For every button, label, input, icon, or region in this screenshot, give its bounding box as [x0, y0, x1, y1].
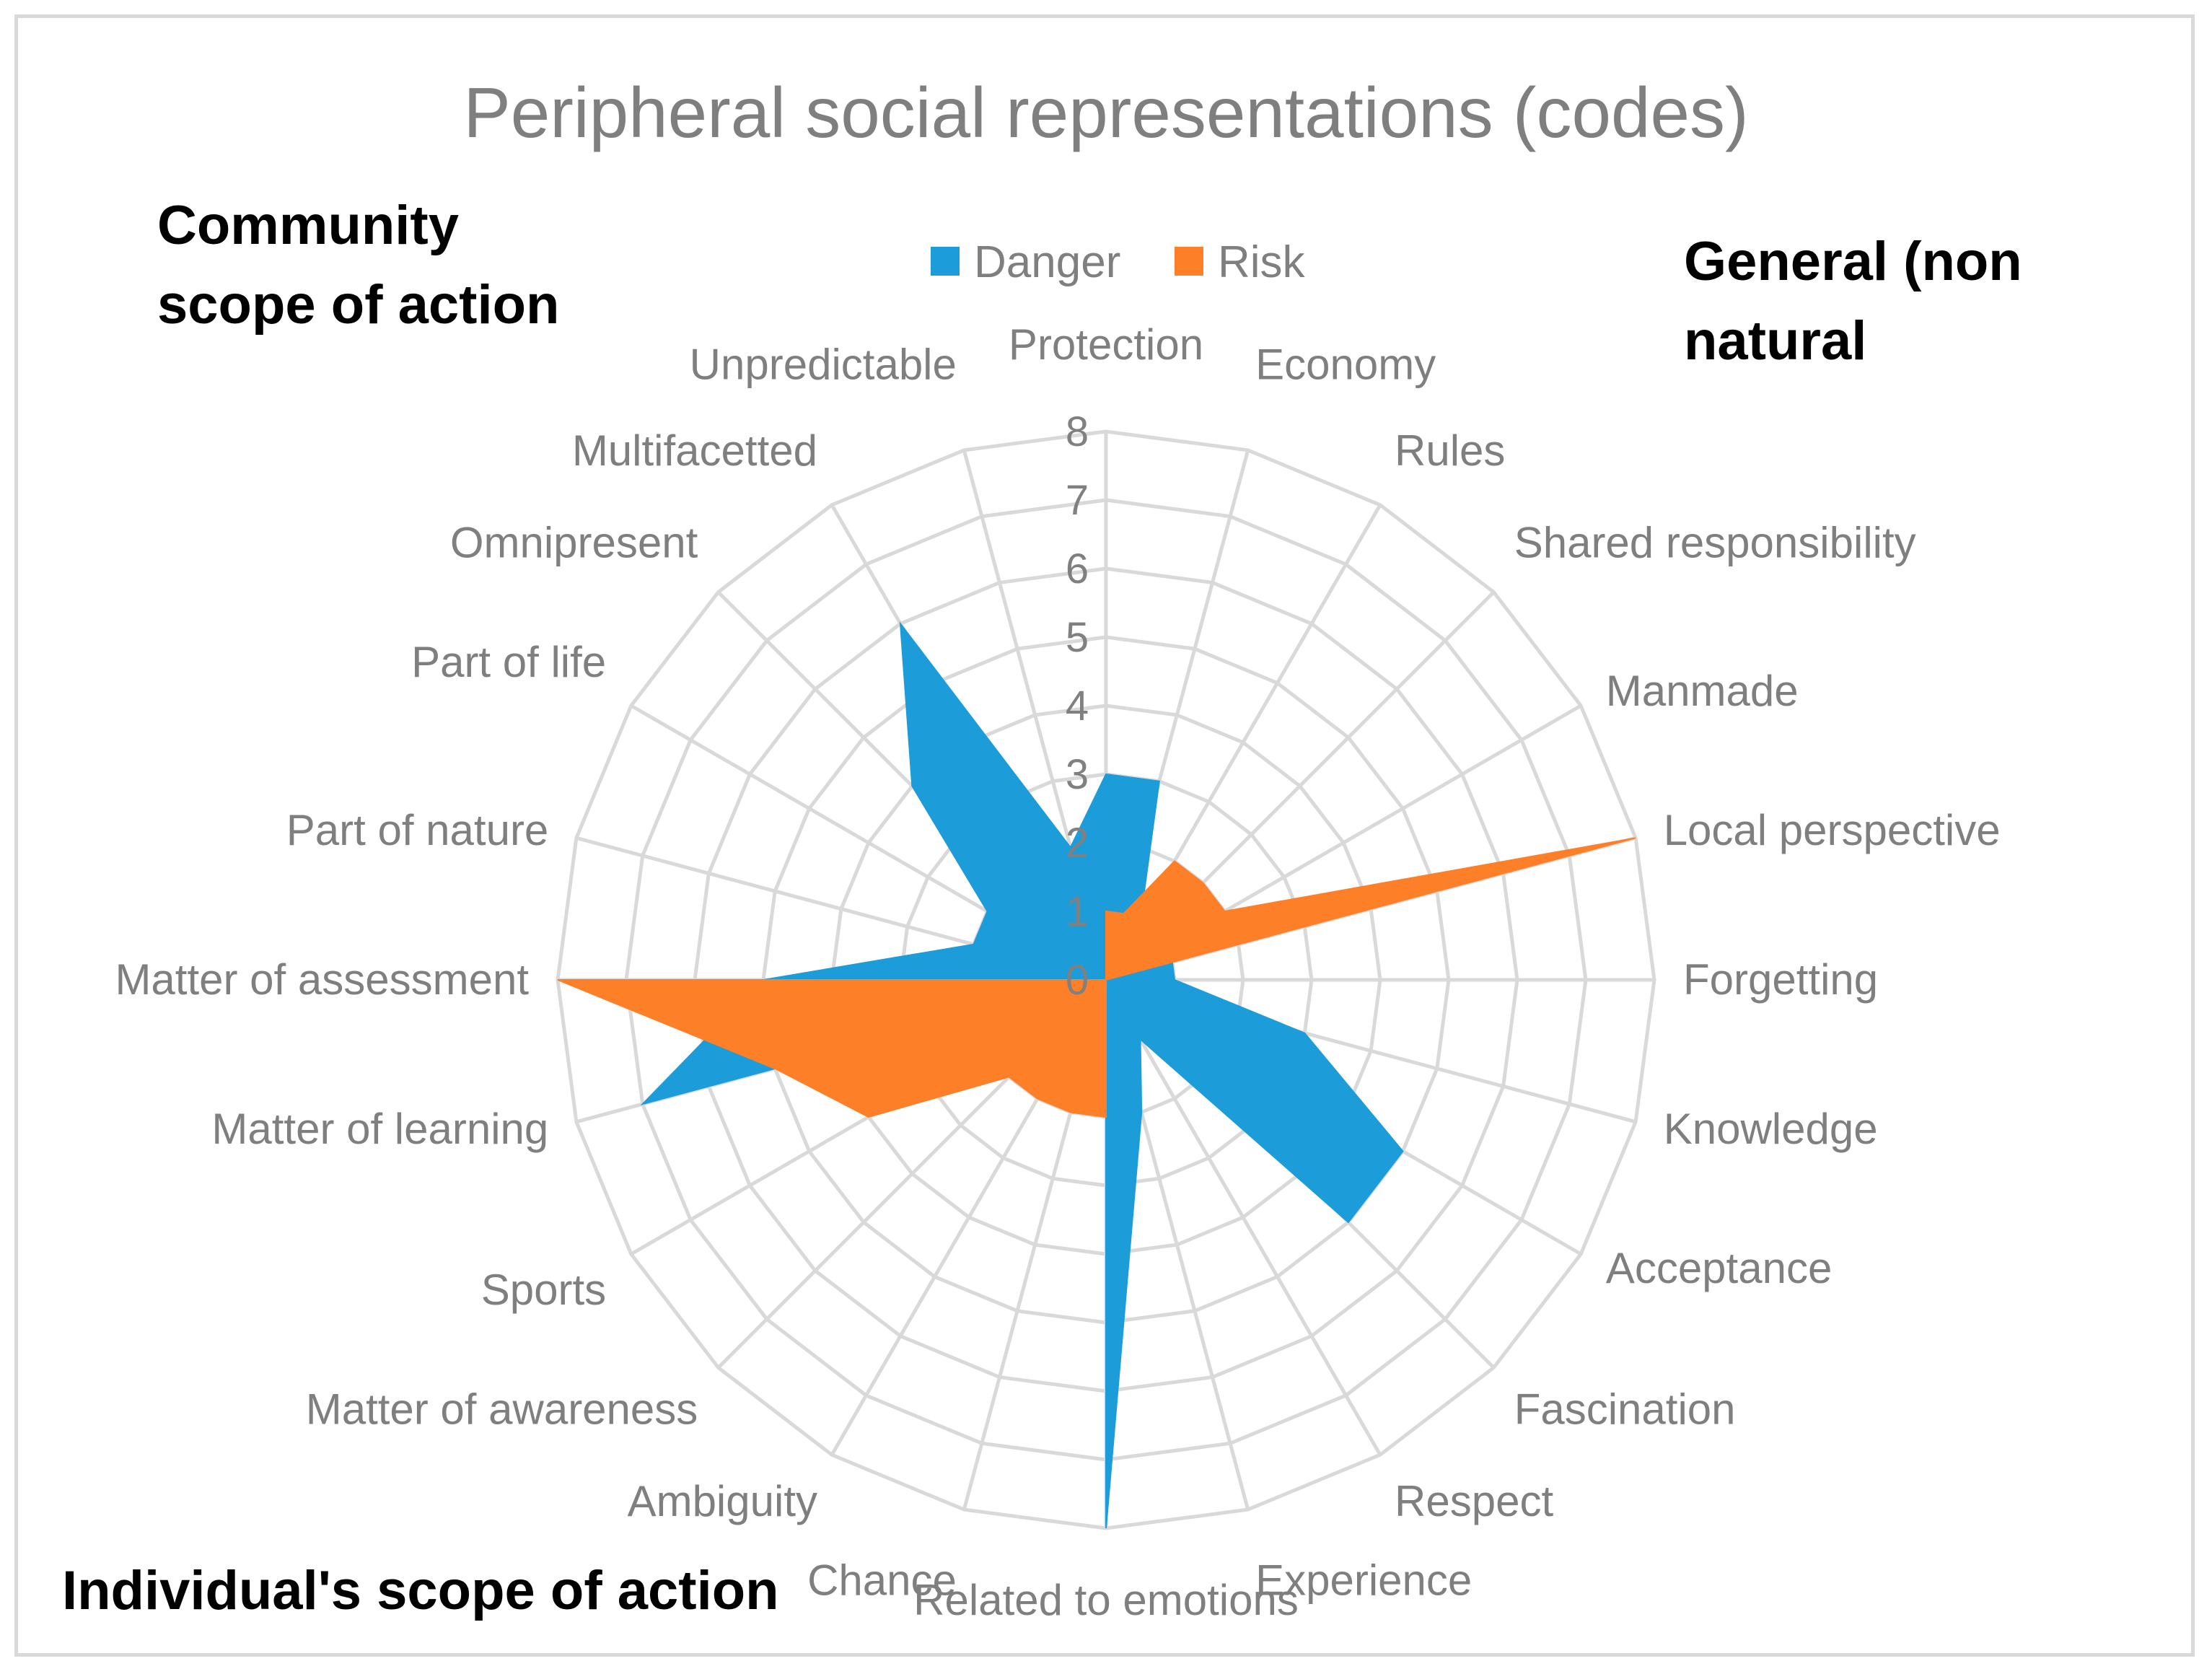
annotation-individual: Individual's scope of action [62, 1560, 779, 1621]
annotation-community-line1: Community [157, 195, 459, 256]
category-label-local-perspective: Local perspective [1664, 806, 2001, 854]
category-label-economy: Economy [1255, 340, 1436, 388]
category-label-protection: Protection [1009, 320, 1203, 369]
tick-label-1: 1 [1066, 888, 1089, 935]
category-label-matter-of-learning: Matter of learning [211, 1105, 548, 1153]
category-label-forgetting: Forgetting [1683, 955, 1878, 1004]
category-label-manmade: Manmade [1606, 667, 1799, 715]
chart-title: Peripheral social representations (codes… [463, 73, 1748, 152]
annotation-general-line1: General (non [1684, 231, 2022, 292]
category-label-unpredictable: Unpredictable [690, 340, 957, 388]
tick-label-8: 8 [1066, 408, 1089, 455]
category-label-acceptance: Acceptance [1606, 1244, 1833, 1292]
category-label-part-of-life: Part of life [411, 638, 606, 686]
category-label-experience: Experience [1255, 1556, 1472, 1605]
category-label-respect: Respect [1395, 1477, 1553, 1525]
category-label-chance: Chance [807, 1556, 957, 1605]
legend-swatch-danger [931, 247, 960, 276]
tick-label-4: 4 [1066, 683, 1089, 729]
radar-series [557, 621, 1636, 1529]
category-label-sports: Sports [481, 1266, 606, 1314]
category-label-shared-responsibility: Shared responsibility [1514, 518, 1916, 566]
category-label-omnipresent: Omnipresent [450, 518, 698, 566]
category-label-rules: Rules [1395, 426, 1505, 475]
radial-ticks: 0 1 2 3 4 5 6 7 8 [1066, 408, 1089, 1004]
legend: Danger Risk [931, 237, 1306, 287]
category-label-matter-of-awareness: Matter of awareness [306, 1385, 698, 1434]
category-label-knowledge: Knowledge [1664, 1105, 1878, 1153]
tick-label-5: 5 [1066, 614, 1089, 661]
legend-label-danger: Danger [974, 237, 1120, 287]
category-label-part-of-nature: Part of nature [286, 806, 549, 854]
legend-swatch-risk [1175, 247, 1203, 276]
category-label-matter-of-assessment: Matter of assessment [115, 955, 529, 1004]
category-label-ambiguity: Ambiguity [628, 1477, 817, 1525]
tick-label-0: 0 [1066, 957, 1089, 1004]
series-area-risk [557, 837, 1636, 1118]
category-label-related-to-emotions: Related to emotions [913, 1576, 1299, 1624]
legend-label-risk: Risk [1218, 237, 1306, 287]
grid-spoke [1104, 978, 1382, 1456]
tick-label-2: 2 [1066, 820, 1089, 867]
tick-label-3: 3 [1066, 751, 1089, 798]
category-label-fascination: Fascination [1514, 1385, 1736, 1434]
annotation-community-line2: scope of action [157, 274, 559, 336]
category-label-multifacetted: Multifacetted [572, 426, 817, 475]
tick-label-7: 7 [1066, 477, 1089, 524]
tick-label-6: 6 [1066, 545, 1089, 592]
annotation-general-line2: natural [1684, 310, 1866, 372]
